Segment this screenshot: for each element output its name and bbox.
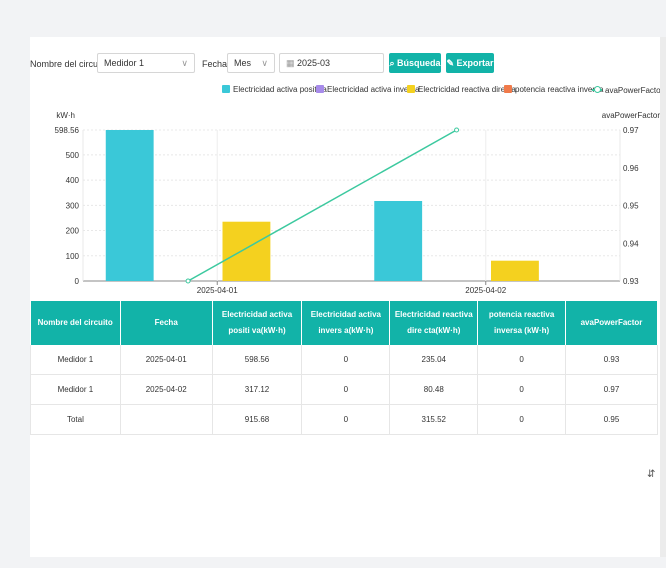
- table-cell: Medidor 1: [30, 374, 121, 405]
- report-panel: Nombre del circuito: Medidor 1 ∨ Fecha: …: [30, 37, 663, 557]
- y2-tick-label: 0.96: [623, 164, 639, 173]
- y-tick-label: 200: [66, 227, 80, 236]
- legend-label: Electricidad reactiva directa: [418, 85, 516, 94]
- table-cell: 317.12: [212, 374, 303, 405]
- legend-item-active-positive[interactable]: Electricidad activa positiva: [222, 85, 327, 94]
- x-tick-label: 2025-04-02: [465, 286, 506, 295]
- period-select[interactable]: Mes ∨: [227, 53, 275, 73]
- legend-label: potencia reactiva inversa: [515, 85, 604, 94]
- settings-sliders-icon[interactable]: ⇵: [647, 469, 656, 480]
- bar: [105, 130, 154, 281]
- legend-item-power-factor[interactable]: avaPowerFactor: [592, 85, 663, 95]
- power-factor-point: [185, 278, 191, 284]
- legend-line-swatch: [592, 85, 602, 95]
- table-row: Medidor 1 2025-04-01 598.56 0 235.04 0 0.93: [30, 345, 658, 375]
- x-tick-label: 2025-04-01: [197, 286, 238, 295]
- export-icon: ✎: [446, 58, 454, 68]
- column-header: potencia reactiva inversa (kW·h): [477, 301, 567, 345]
- circuit-label: Nombre del circuito:: [30, 59, 111, 69]
- legend-swatch: [316, 85, 324, 93]
- y2-tick-label: 0.94: [623, 239, 639, 248]
- legend-label: Electricidad activa inversa: [327, 85, 420, 94]
- table-cell: 0: [301, 345, 391, 375]
- table-cell: [120, 404, 213, 435]
- legend-label: avaPowerFactor: [605, 86, 664, 95]
- y2-tick-label: 0.97: [623, 126, 639, 135]
- power-factor-line: [187, 129, 457, 282]
- table-cell: 0.95: [565, 404, 658, 435]
- bar: [374, 200, 423, 281]
- table-cell: 598.56: [212, 345, 303, 375]
- table-cell: 0: [301, 374, 391, 405]
- table-cell: 2025-04-02: [120, 374, 213, 405]
- legend-item-active-inverse[interactable]: Electricidad activa inversa: [316, 85, 419, 94]
- column-header: Nombre del circuito: [30, 301, 121, 345]
- table-cell: 915.68: [212, 404, 303, 435]
- table-row: Total 915.68 0 315.52 0 0.95: [30, 404, 658, 435]
- y-axis-label: kW·h: [56, 111, 75, 120]
- table-header-row: Nombre del circuito Fecha Electricidad act…: [30, 301, 658, 345]
- export-button-label: Exportar: [456, 58, 494, 68]
- legend-swatch: [407, 85, 415, 93]
- table-cell: 0: [477, 345, 567, 375]
- column-header: Electricidad activa positi va(kW·h): [212, 301, 303, 345]
- y-tick-label: 100: [66, 252, 80, 261]
- scrollbar-track[interactable]: [660, 37, 666, 557]
- date-picker-value: 2025-03: [297, 58, 331, 68]
- data-table: Nombre del circuito Fecha Electricidad act…: [30, 301, 658, 435]
- period-select-value: Mes: [234, 58, 252, 68]
- table-cell: Total: [30, 404, 121, 435]
- chevron-down-icon: ∨: [181, 58, 188, 68]
- y-tick-label: 598.56: [55, 126, 80, 135]
- table-cell: 0.97: [565, 374, 658, 405]
- y2-axis-label: avaPowerFactor: [602, 111, 660, 120]
- y2-tick-label: 0.95: [623, 202, 639, 211]
- power-factor-point: [454, 127, 460, 133]
- export-button[interactable]: ✎ Exportar: [446, 53, 494, 73]
- legend-item-reactive-inverse[interactable]: potencia reactiva inversa: [504, 85, 604, 94]
- y-tick-label: 400: [66, 176, 80, 185]
- table-cell: 315.52: [389, 404, 479, 435]
- bar: [491, 260, 539, 281]
- search-button[interactable]: ⌕ Búsqueda: [389, 53, 441, 73]
- y-tick-label: 0: [75, 277, 80, 286]
- column-header: Fecha: [120, 301, 213, 345]
- search-button-label: Búsqueda: [397, 58, 441, 68]
- column-header: Electricidad reactiva dire cta(kW·h): [389, 301, 479, 345]
- date-label: Fecha:: [202, 59, 230, 69]
- table-cell: 235.04: [389, 345, 479, 375]
- legend-label: Electricidad activa positiva: [233, 85, 327, 94]
- table-cell: 0: [301, 404, 391, 435]
- table-cell: 80.48: [389, 374, 479, 405]
- table-cell: 0: [477, 404, 567, 435]
- y-tick-label: 300: [66, 201, 80, 210]
- table-cell: 0.93: [565, 345, 658, 375]
- search-icon: ⌕: [389, 58, 395, 68]
- column-header: avaPowerFactor: [565, 301, 658, 345]
- filter-toolbar: Nombre del circuito: Medidor 1 ∨ Fecha: …: [30, 53, 660, 75]
- chart-legend: Electricidad activa positiva Electricida…: [30, 85, 663, 97]
- calendar-icon: ▦: [286, 58, 295, 68]
- bar: [222, 221, 271, 281]
- chevron-down-icon: ∨: [261, 58, 268, 68]
- legend-item-reactive-direct[interactable]: Electricidad reactiva directa: [407, 85, 516, 94]
- table-cell: 2025-04-01: [120, 345, 213, 375]
- y2-tick-label: 0.93: [623, 277, 639, 286]
- table-row: Medidor 1 2025-04-02 317.12 0 80.48 0 0.97: [30, 374, 658, 405]
- legend-swatch: [504, 85, 512, 93]
- y-tick-label: 500: [66, 151, 80, 160]
- date-picker[interactable]: ▦ 2025-03: [279, 53, 384, 73]
- circuit-select-value: Medidor 1: [104, 58, 145, 68]
- table-cell: 0: [477, 374, 567, 405]
- legend-swatch: [222, 85, 230, 93]
- column-header: Electricidad activa invers a(kW·h): [301, 301, 391, 345]
- circuit-select[interactable]: Medidor 1 ∨: [97, 53, 195, 73]
- table-body: Medidor 1 2025-04-01 598.56 0 235.04 0 0.93 Med…: [30, 345, 658, 435]
- table-cell: Medidor 1: [30, 345, 121, 375]
- energy-chart: 0 100 200 300 400 500 598.56 0.93 0.94 0.95 0.96 0.…: [55, 111, 660, 295]
